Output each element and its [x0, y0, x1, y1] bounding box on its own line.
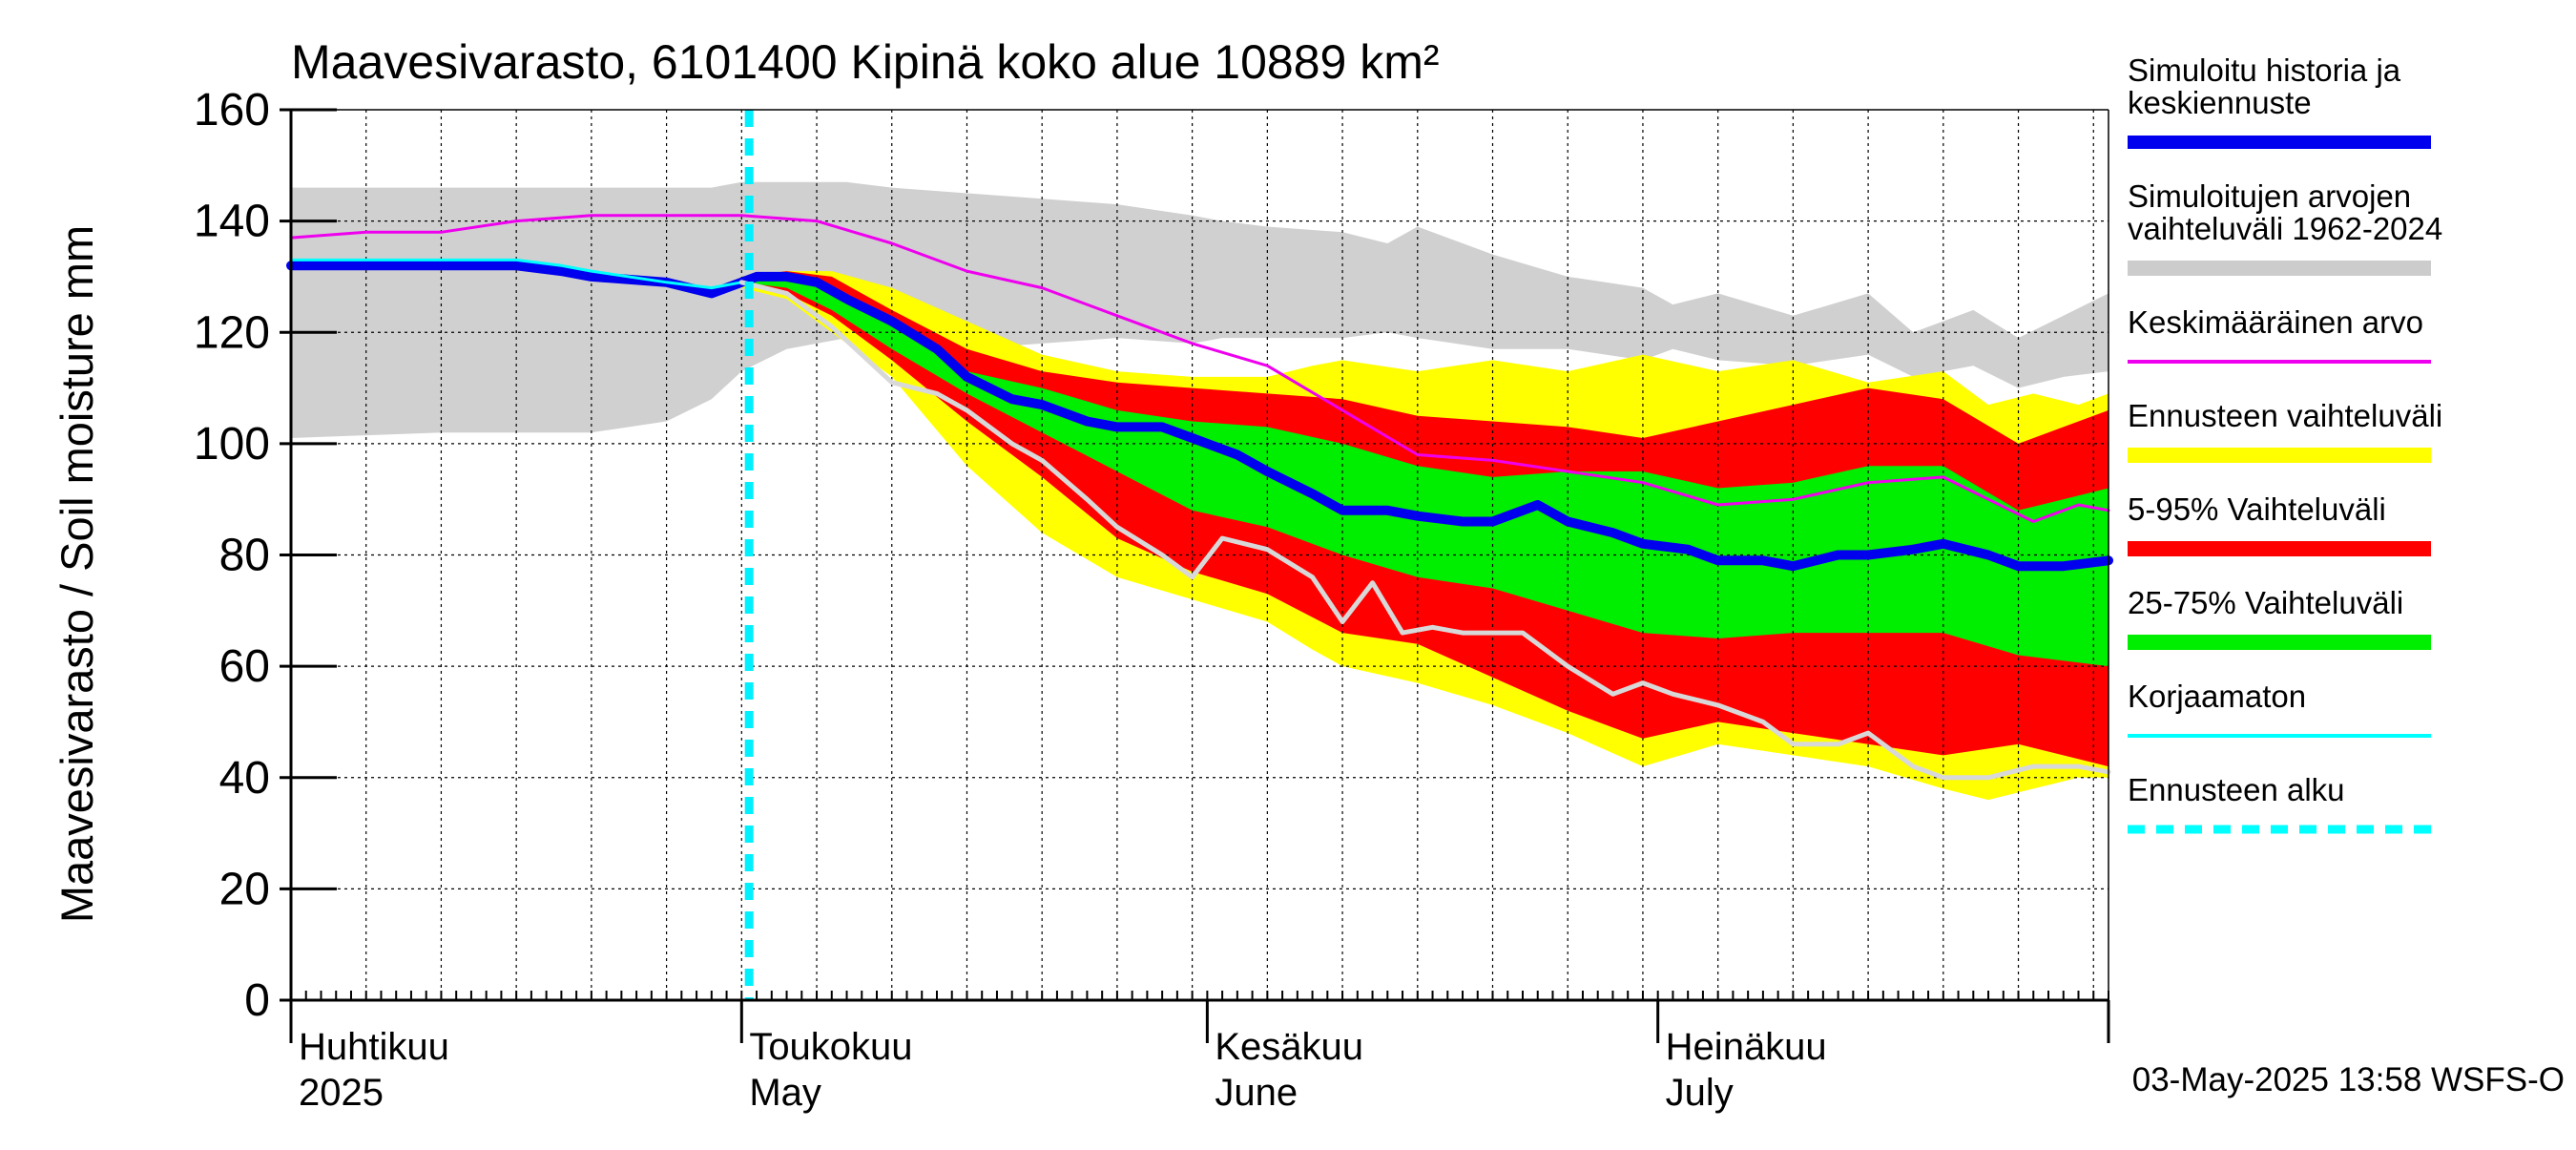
month-sublabel: July: [1666, 1072, 1734, 1114]
legend-label: Ennusteen vaihteluväli: [2128, 398, 2442, 433]
y-axis-label: Maavesivarasto / Soil moisture mm: [52, 225, 102, 923]
keskimaarainen-arvo-line: [289, 214, 2110, 523]
y-tick-label: 60: [219, 641, 270, 692]
legend-swatch: [2128, 541, 2431, 556]
legend: Simuloitu historia ja keskiennuste Simuloi…: [2128, 52, 2442, 834]
y-tick-label: 140: [194, 197, 270, 247]
lines-layer: [286, 110, 2113, 1000]
grid-layer: [290, 110, 2109, 1000]
axes-layer: 0 20 40 60 80 100 120 140 160 Maavesivarasto / So…: [52, 85, 2110, 1114]
month-label: Kesäkuu: [1215, 1026, 1363, 1068]
y-tick-label: 40: [219, 753, 270, 804]
korjaamaton-line: [289, 258, 743, 290]
legend-label: 5-95% Vaihteluväli: [2128, 491, 2386, 527]
legend-label: Ennusteen alku: [2128, 772, 2345, 807]
y-tick-label: 100: [194, 419, 270, 470]
legend-swatch: [2128, 448, 2431, 463]
legend-label: Simuloitu historia ja keskiennuste: [2128, 52, 2401, 120]
legend-swatch: [2128, 635, 2431, 650]
month-sublabel: May: [749, 1072, 821, 1114]
y-tick-label: 120: [194, 307, 270, 358]
simuloitu-historia-ja-keskiennuste-line: [286, 261, 2113, 572]
y-tick-label: 0: [244, 975, 270, 1026]
month-label: Toukokuu: [749, 1026, 912, 1068]
25-75-vaihteluvali-band: [741, 276, 2109, 667]
legend-label: Korjaamaton: [2128, 679, 2306, 714]
month-label: Heinäkuu: [1666, 1026, 1827, 1068]
simuloitujen-arvojen-vaihteluvali-1962-2024-band: [291, 181, 2109, 439]
chart-title: Maavesivarasto, 6101400 Kipinä koko alue…: [291, 35, 1440, 89]
month-sublabel: 2025: [299, 1072, 384, 1114]
timestamp: 03-May-2025 13:58 WSFS-O: [2132, 1061, 2565, 1098]
legend-swatch: [2128, 261, 2431, 276]
legend-swatch: [2128, 136, 2431, 149]
month-sublabel: June: [1215, 1072, 1298, 1114]
month-label: Huhtikuu: [299, 1026, 449, 1068]
y-tick-label: 80: [219, 531, 270, 581]
legend-label: Simuloitujen arvojen vaihteluväli 1962-20…: [2128, 178, 2442, 246]
y-tick-label: 20: [219, 864, 270, 914]
legend-label: Keskimääräinen arvo: [2128, 304, 2423, 340]
simuloitu-harmaa-line: [738, 280, 2111, 781]
y-tick-label: 160: [194, 85, 270, 136]
legend-label: 25-75% Vaihteluväli: [2128, 585, 2403, 620]
